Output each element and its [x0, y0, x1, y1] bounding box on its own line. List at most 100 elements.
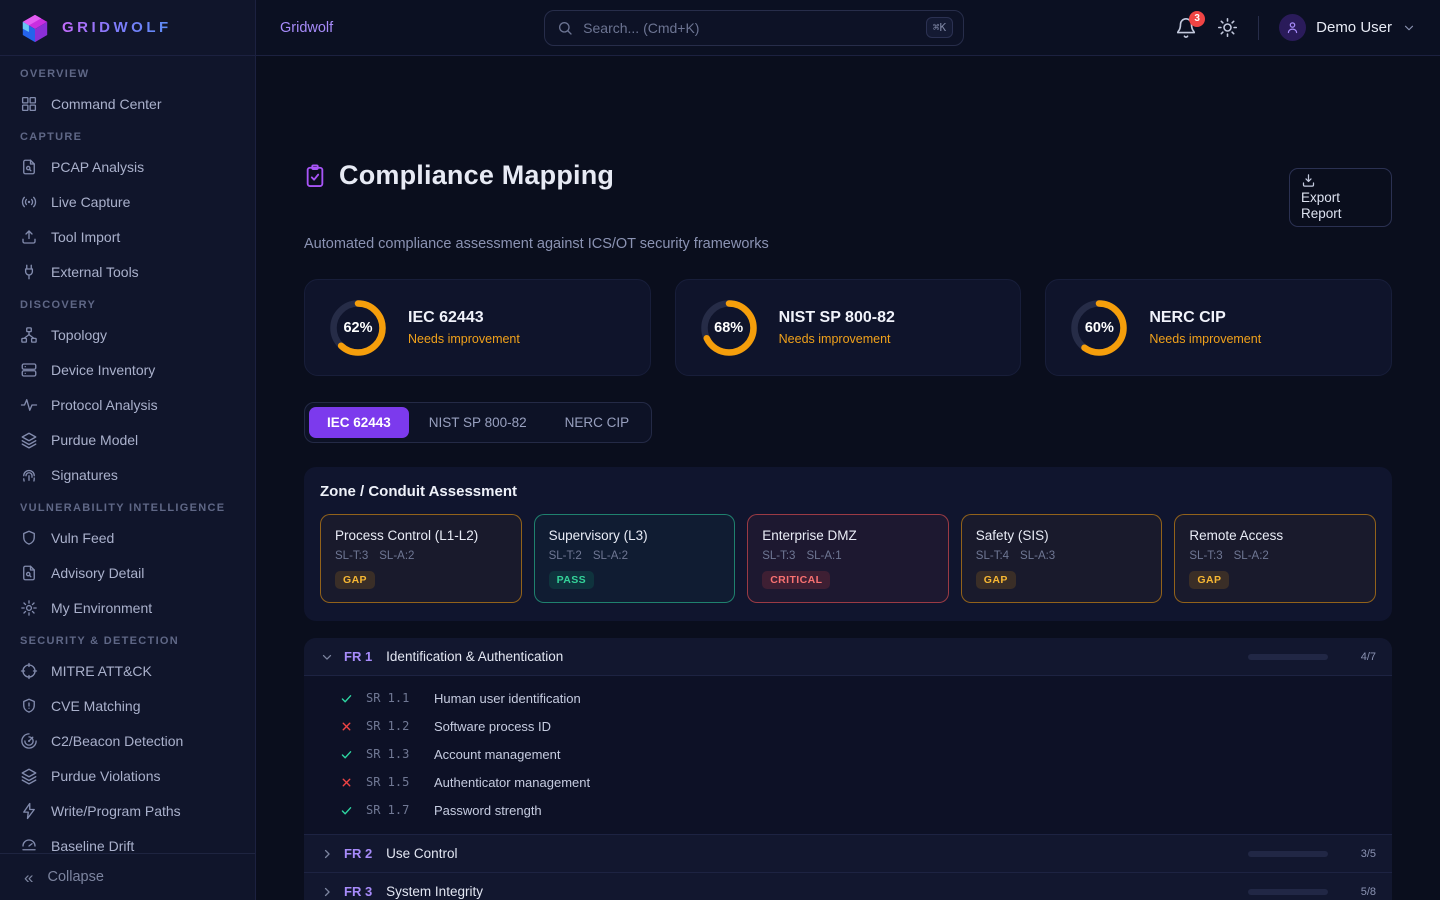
- sidebar-item-baseline-drift[interactable]: Baseline Drift: [0, 828, 255, 863]
- fr-row-fr-3[interactable]: FR 3 System Integrity 5/8: [304, 873, 1392, 900]
- zone-grid: Process Control (L1-L2) SL-T:3 SL-A:2 GAP Su…: [320, 514, 1376, 604]
- sr-name: Human user identification: [434, 690, 581, 706]
- fr-block: FR 2 Use Control 3/5: [304, 834, 1392, 873]
- chevron-down-icon: [320, 650, 334, 664]
- waveform-icon: [20, 396, 38, 414]
- export-report-button[interactable]: Export Report: [1289, 168, 1392, 228]
- requirements-accordion: FR 1 Identification & Authentication 4/7 SR…: [304, 638, 1392, 900]
- search-box[interactable]: ⌘K: [544, 9, 965, 46]
- collapse-label: Collapse: [47, 869, 104, 885]
- fr-progress-bar: [1248, 888, 1328, 895]
- file-search-icon: [20, 158, 38, 176]
- zone-card: Process Control (L1-L2) SL-T:3 SL-A:2 GAP: [320, 514, 522, 604]
- theme-toggle-button[interactable]: [1217, 17, 1238, 38]
- sidebar-item-protocol-analysis[interactable]: Protocol Analysis: [0, 387, 255, 422]
- sidebar-item-label: PCAP Analysis: [51, 158, 145, 175]
- framework-status: Needs improvement: [408, 332, 520, 347]
- main-content: Compliance Mapping Export Report Automat…: [256, 56, 1440, 900]
- x-icon: [340, 720, 353, 733]
- sidebar-item-label: Signatures: [51, 466, 118, 483]
- sidebar-section-label: SECURITY & DETECTION: [20, 635, 180, 647]
- sr-row-sr-1-2: SR 1.2 Software process ID: [304, 712, 1392, 740]
- chevron-down-icon: [1402, 21, 1416, 35]
- zap-icon: [20, 802, 38, 820]
- sidebar-item-label: Topology: [51, 326, 108, 343]
- gridwolf-logo-icon: [20, 13, 50, 43]
- sidebar-item-c2-beacon-detection[interactable]: C2/Beacon Detection: [0, 723, 255, 758]
- shield-icon: [20, 529, 38, 547]
- fr-block: FR 3 System Integrity 5/8: [304, 872, 1392, 900]
- sidebar-item-pcap-analysis[interactable]: PCAP Analysis: [0, 149, 255, 184]
- fr-row-fr-2[interactable]: FR 2 Use Control 3/5: [304, 835, 1392, 873]
- sidebar-item-cve-matching[interactable]: CVE Matching: [0, 688, 255, 723]
- framework-name: NIST SP 800-82: [778, 309, 895, 327]
- zone-name: Supervisory (L3): [548, 528, 648, 544]
- zone-sl-target: SL-T:2: [548, 550, 582, 563]
- zone-status-badge: GAP: [975, 571, 1016, 590]
- sidebar-item-purdue-model[interactable]: Purdue Model: [0, 422, 255, 457]
- framework-card: 62% IEC 62443 Needs improvement: [304, 279, 651, 377]
- user-menu[interactable]: Demo User: [1279, 14, 1416, 41]
- sidebar-item-label: Purdue Model: [51, 431, 139, 448]
- search-input[interactable]: [583, 19, 916, 36]
- sidebar-item-live-capture[interactable]: Live Capture: [0, 184, 255, 219]
- logo[interactable]: GRIDWOLF: [0, 0, 255, 56]
- sidebar-item-advisory-detail[interactable]: Advisory Detail: [0, 555, 255, 590]
- sidebar-item-purdue-violations[interactable]: Purdue Violations: [0, 758, 255, 793]
- clipboard-check-icon: [304, 164, 326, 188]
- zone-sl-achieved: SL-A:2: [1233, 550, 1269, 563]
- collapse-button[interactable]: « Collapse: [0, 853, 255, 900]
- sr-name: Software process ID: [434, 718, 552, 734]
- sidebar-item-command-center[interactable]: Command Center: [0, 86, 255, 121]
- plug-icon: [20, 263, 38, 281]
- sidebar-item-label: Protocol Analysis: [51, 396, 158, 413]
- layers-icon: [20, 767, 38, 785]
- sidebar-item-my-environment[interactable]: My Environment: [0, 590, 255, 625]
- zone-sl-target: SL-T:3: [762, 550, 796, 563]
- breadcrumb[interactable]: Gridwolf: [280, 19, 334, 36]
- sr-id: SR 1.7: [366, 803, 410, 818]
- sidebar-item-mitre-att-ck[interactable]: MITRE ATT&CK: [0, 653, 255, 688]
- layers-icon: [20, 431, 38, 449]
- fr-block: FR 1 Identification & Authentication 4/7 SR…: [304, 638, 1392, 835]
- sidebar-item-device-inventory[interactable]: Device Inventory: [0, 352, 255, 387]
- zone-status-badge: CRITICAL: [762, 571, 831, 590]
- sidebar-item-external-tools[interactable]: External Tools: [0, 254, 255, 289]
- notifications-button[interactable]: 3: [1175, 10, 1206, 39]
- sidebar-item-signatures[interactable]: Signatures: [0, 457, 255, 492]
- tab-nerc-cip[interactable]: NERC CIP: [564, 415, 630, 431]
- zone-card: Remote Access SL-T:3 SL-A:2 GAP: [1174, 514, 1376, 604]
- fr-id: FR 2: [344, 846, 373, 862]
- sidebar-item-tool-import[interactable]: Tool Import: [0, 219, 255, 254]
- tab-iec-62443[interactable]: IEC 62443: [309, 407, 409, 439]
- radar-icon: [20, 732, 38, 750]
- sr-name: Authenticator management: [434, 774, 591, 790]
- check-icon: [340, 804, 353, 817]
- zone-sl-achieved: SL-A:2: [592, 550, 629, 563]
- sidebar-item-label: Vuln Feed: [51, 529, 115, 546]
- sidebar-item-topology[interactable]: Topology: [0, 317, 255, 352]
- sidebar-item-label: External Tools: [51, 263, 139, 280]
- sidebar-item-write-program-paths[interactable]: Write/Program Paths: [0, 793, 255, 828]
- sidebar-item-vuln-feed[interactable]: Vuln Feed: [0, 520, 255, 555]
- framework-card: 60% NERC CIP Needs improvement: [1045, 279, 1392, 377]
- zone-card: Supervisory (L3) SL-T:2 SL-A:2 PASS: [533, 514, 736, 604]
- chevrons-left-icon: «: [24, 867, 34, 887]
- gear-icon: [20, 599, 38, 617]
- tab-nist-sp-800-82[interactable]: NIST SP 800-82: [428, 415, 527, 431]
- sidebar-nav: OVERVIEW Command Center CAPTURE PCAP Analys…: [0, 56, 255, 900]
- framework-percent: 62%: [343, 319, 373, 336]
- sr-id: SR 1.5: [366, 775, 410, 790]
- framework-tabs: IEC 62443 NIST SP 800-82 NERC CIP: [304, 402, 653, 444]
- export-report-label: Export Report: [1301, 190, 1342, 222]
- fr-row-fr-1[interactable]: FR 1 Identification & Authentication 4/7: [304, 638, 1392, 676]
- chevron-right-icon: [320, 847, 334, 861]
- grid-icon: [20, 95, 38, 113]
- upload-icon: [20, 228, 38, 246]
- sr-row-sr-1-3: SR 1.3 Account management: [304, 740, 1392, 768]
- zone-sl-target: SL-T:3: [335, 550, 369, 563]
- fr-id: FR 3: [344, 884, 373, 900]
- sidebar-item-label: MITRE ATT&CK: [51, 662, 152, 679]
- framework-percent: 68%: [714, 319, 744, 336]
- framework-name: IEC 62443: [408, 309, 484, 327]
